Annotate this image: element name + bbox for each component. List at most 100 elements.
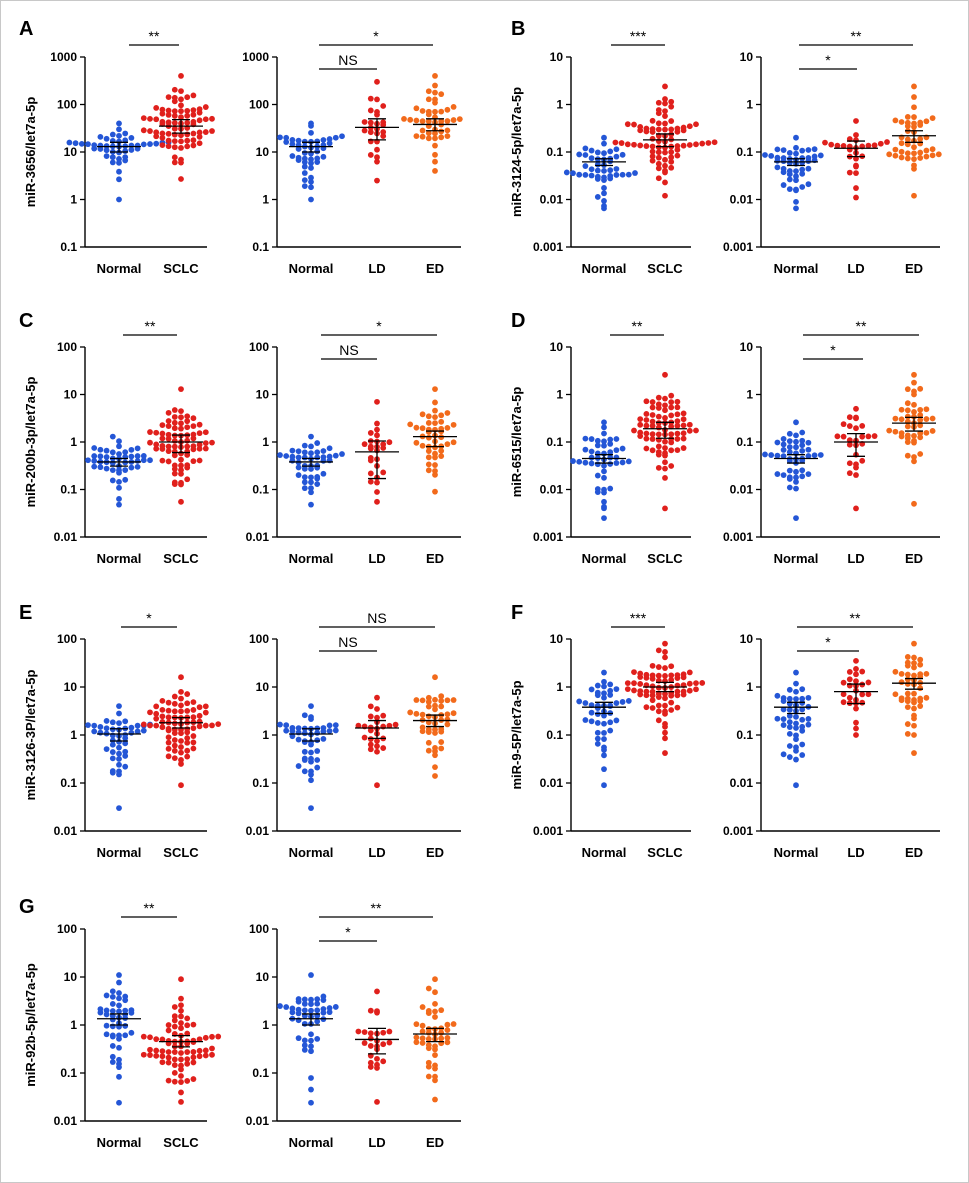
data-point-normal [588,155,595,162]
data-point-normal [793,515,799,521]
significance-label: NS [339,342,358,358]
data-point-sclc [165,418,172,424]
data-point-normal [786,695,793,702]
data-point-normal [308,443,314,450]
data-point-sclc [165,1022,172,1028]
data-point-ed [917,695,924,702]
data-point-ld [367,430,374,436]
category-label-normal: Normal [97,1135,142,1150]
data-point-sclc [178,674,184,681]
data-point-ld [853,118,859,124]
data-point-normal [601,712,607,719]
data-point-sclc [202,129,209,135]
category-label-normal: Normal [97,551,142,566]
data-point-normal [308,474,314,481]
data-point-ed [401,115,407,122]
data-point-normal [793,720,799,727]
data-point-normal [301,183,308,190]
data-point-normal [582,171,589,178]
data-point-sclc [171,470,178,477]
data-point-ed [904,432,911,439]
data-point-sclc [171,693,178,700]
data-point-normal [295,464,302,471]
data-point-ed [432,89,438,96]
data-point-normal [774,715,781,722]
data-point-normal [601,190,607,197]
data-point-sclc [171,125,178,132]
data-point-normal [109,755,116,762]
data-point-normal [109,1053,116,1060]
data-point-sclc [178,408,184,415]
data-point-normal [289,447,296,454]
data-point-ld [367,119,374,126]
data-point-normal [601,174,607,181]
y-tick-label: 10 [256,388,270,402]
data-point-sclc [649,436,656,442]
y-tick-label: 1 [262,193,269,207]
data-point-ld [853,678,859,685]
data-point-normal [774,471,781,477]
data-point-ld [367,152,374,158]
data-point-ed [432,444,438,451]
data-point-sclc [165,699,172,706]
y-tick-label: 0.001 [533,824,563,838]
data-point-normal [116,451,122,457]
data-point-normal [116,990,122,996]
data-point-sclc [171,1056,178,1063]
y-tick-label: 10 [256,970,270,984]
data-point-sclc [202,703,209,710]
data-point-ed [438,425,445,432]
data-point-sclc [178,1050,184,1056]
data-point-sclc [637,123,644,130]
data-point-sclc [686,421,693,428]
data-point-ed [911,437,917,444]
data-point-normal [85,457,91,464]
data-point-sclc [190,725,197,732]
data-point-sclc [159,719,166,725]
data-point-ed [432,151,438,158]
y-tick-label: 1 [70,193,77,207]
data-point-sclc [184,1022,191,1029]
data-point-normal [116,1073,122,1080]
data-point-normal [314,1018,321,1025]
data-point-normal [601,683,607,690]
y-tick-label: 100 [249,340,269,354]
data-point-ed [911,640,917,647]
data-point-sclc [178,102,184,109]
data-point-ed [923,147,930,154]
data-point-ed [904,452,911,459]
data-point-normal [116,176,122,183]
data-point-normal [140,727,147,734]
data-point-normal [308,768,314,775]
data-point-normal [308,1037,314,1044]
data-point-normal [116,196,122,203]
data-point-sclc [165,1059,172,1066]
data-point-normal [97,724,104,730]
data-point-normal [308,755,314,762]
data-point-normal [793,744,799,751]
data-point-sclc [196,1053,203,1060]
data-point-ld [380,133,387,139]
data-point-sclc [178,1013,184,1020]
data-point-sclc [686,142,693,148]
data-point-sclc [209,115,215,122]
data-point-normal [109,138,116,144]
data-point-ed [892,691,899,698]
data-point-sclc [184,726,191,733]
data-point-sclc [171,407,178,413]
data-point-sclc [711,139,718,146]
data-point-ed [456,116,463,122]
data-point-ld [374,1008,380,1014]
data-point-sclc [209,1033,215,1040]
data-point-normal [601,515,607,521]
data-point-sclc [196,1036,203,1043]
data-point-sclc [184,131,191,138]
data-point-normal [607,148,614,155]
data-point-ed [438,128,445,135]
data-point-ed [438,108,445,115]
data-point-ed [425,699,432,705]
data-point-sclc [662,108,668,115]
data-point-sclc [184,1060,191,1067]
data-point-sclc [655,149,662,156]
data-point-ed [450,421,457,428]
